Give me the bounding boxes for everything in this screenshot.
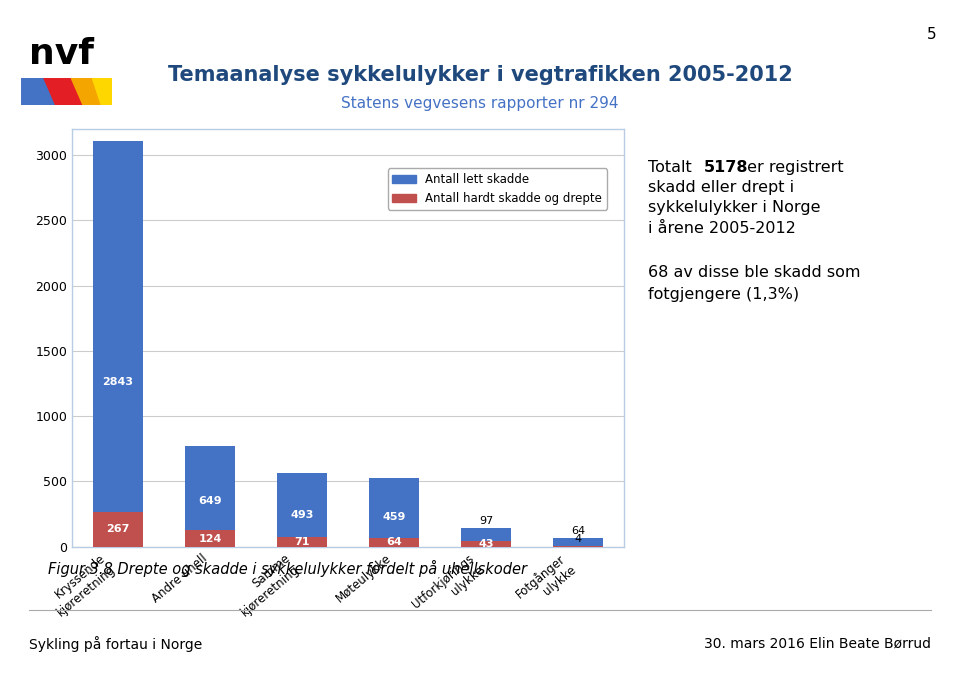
Bar <box>553 538 603 546</box>
Text: 459: 459 <box>382 512 406 522</box>
Text: 64: 64 <box>571 526 585 536</box>
Text: er registrert: er registrert <box>742 160 844 175</box>
Text: sykkelulykker i Norge: sykkelulykker i Norge <box>648 200 821 215</box>
Bar <box>184 530 235 547</box>
Polygon shape <box>92 78 112 105</box>
Text: 68 av disse ble skadd som
fotgjengere (1,3%): 68 av disse ble skadd som fotgjengere (1… <box>648 265 860 302</box>
Bar <box>276 473 327 537</box>
Polygon shape <box>44 78 84 105</box>
Text: 4: 4 <box>574 534 582 544</box>
Text: 124: 124 <box>199 534 222 543</box>
Bar <box>461 541 512 547</box>
Text: 2843: 2843 <box>103 377 133 387</box>
Text: i årene 2005-2012: i årene 2005-2012 <box>648 221 796 236</box>
Bar <box>369 478 420 538</box>
Polygon shape <box>71 78 102 105</box>
Text: Totalt: Totalt <box>648 160 697 175</box>
Bar <box>184 445 235 530</box>
Text: Statens vegvesens rapporter nr 294: Statens vegvesens rapporter nr 294 <box>341 96 619 111</box>
Bar <box>461 528 512 541</box>
Bar <box>93 512 143 547</box>
Bar <box>369 538 420 547</box>
Text: 43: 43 <box>478 539 493 549</box>
Polygon shape <box>21 78 56 105</box>
Text: Sykling på fortau i Norge: Sykling på fortau i Norge <box>29 636 202 652</box>
Text: Temaanalyse sykkelulykker i vegtrafikken 2005-2012: Temaanalyse sykkelulykker i vegtrafikken… <box>168 65 792 84</box>
Text: 30. mars 2016 Elin Beate Børrud: 30. mars 2016 Elin Beate Børrud <box>705 637 931 651</box>
Text: 649: 649 <box>198 496 222 506</box>
Text: skadd eller drept i: skadd eller drept i <box>648 180 794 195</box>
Text: 493: 493 <box>290 510 314 520</box>
Text: 97: 97 <box>479 516 493 526</box>
Legend: Antall lett skadde, Antall hardt skadde og drepte: Antall lett skadde, Antall hardt skadde … <box>388 168 607 210</box>
Bar <box>93 141 143 512</box>
Text: 71: 71 <box>295 537 310 547</box>
Text: nvf: nvf <box>29 37 94 71</box>
Bar <box>276 537 327 547</box>
Text: 5: 5 <box>926 27 936 42</box>
Text: 64: 64 <box>386 537 402 547</box>
Text: 267: 267 <box>107 524 130 534</box>
Text: 5178: 5178 <box>704 160 748 175</box>
Text: Figur 3.8 Drepte og skadde i sykkelulykker fordelt på uhellskoder: Figur 3.8 Drepte og skadde i sykkelulykk… <box>48 560 527 577</box>
